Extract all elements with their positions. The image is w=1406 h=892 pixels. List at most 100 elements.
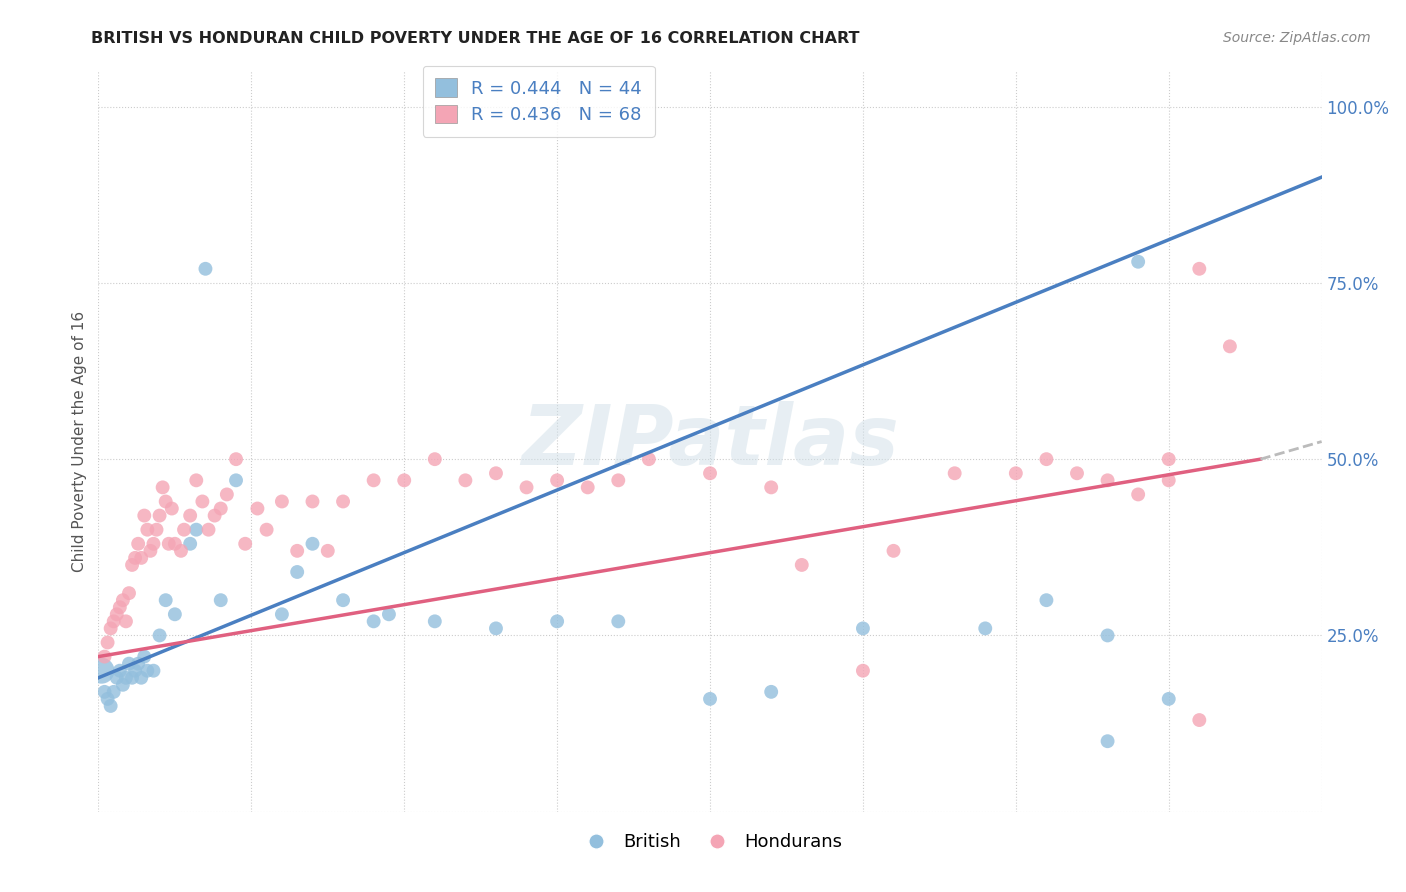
Point (607, 473, 630, 487)
Point (516, 480, 538, 494)
Point (1097, 628, 1119, 642)
Point (1128, 254, 1150, 268)
Point (215, 487, 238, 501)
Point (285, 565, 308, 579)
Point (256, 523, 278, 537)
Point (160, 501, 183, 516)
Point (163, 607, 186, 622)
Point (197, 523, 219, 537)
Point (637, 452, 661, 467)
Point (100, 698, 122, 713)
Point (1066, 467, 1088, 481)
Point (115, 671, 138, 685)
Point (103, 615, 125, 629)
Point (105, 607, 128, 622)
Point (1097, 473, 1119, 487)
Point (1097, 734, 1119, 748)
Text: ZIPatlas: ZIPatlas (522, 401, 898, 482)
Point (124, 550, 146, 565)
Point (301, 494, 323, 508)
Point (142, 537, 165, 551)
Point (699, 692, 721, 706)
Point (93, 685, 115, 699)
Point (124, 664, 146, 678)
Point (1219, 339, 1241, 353)
Point (363, 473, 385, 487)
Point (134, 649, 156, 664)
Point (485, 621, 508, 635)
Point (129, 550, 152, 565)
Point (111, 593, 134, 607)
Point (759, 480, 782, 494)
Point (145, 523, 167, 537)
Point (546, 615, 568, 629)
Text: Source: ZipAtlas.com: Source: ZipAtlas.com (1223, 31, 1371, 45)
Point (883, 544, 905, 558)
Y-axis label: Child Poverty Under the Age of 16: Child Poverty Under the Age of 16 (72, 311, 87, 572)
Point (363, 615, 385, 629)
Point (246, 501, 269, 516)
Point (332, 593, 354, 607)
Point (136, 664, 159, 678)
Text: BRITISH VS HONDURAN CHILD POVERTY UNDER THE AGE OF 16 CORRELATION CHART: BRITISH VS HONDURAN CHILD POVERTY UNDER … (91, 31, 860, 46)
Point (127, 657, 149, 671)
Point (225, 473, 247, 487)
Point (1128, 487, 1150, 501)
Point (607, 615, 630, 629)
Point (209, 501, 232, 516)
Point (423, 452, 446, 467)
Point (186, 473, 208, 487)
Point (97, 635, 120, 649)
Point (1157, 692, 1180, 706)
Point (194, 261, 217, 276)
Point (170, 544, 193, 558)
Point (209, 593, 232, 607)
Point (157, 537, 180, 551)
Point (118, 586, 141, 600)
Point (115, 615, 138, 629)
Point (179, 508, 201, 523)
Point (546, 473, 568, 487)
Point (134, 508, 156, 523)
Point (93, 649, 115, 664)
Point (392, 473, 416, 487)
Point (155, 494, 177, 508)
Point (97, 692, 120, 706)
Point (121, 558, 143, 572)
Point (852, 621, 875, 635)
Point (285, 544, 308, 558)
Point (152, 480, 174, 494)
Point (576, 480, 599, 494)
Point (1035, 452, 1057, 467)
Point (111, 678, 134, 692)
Point (136, 523, 159, 537)
Point (316, 544, 339, 558)
Point (943, 467, 966, 481)
Legend: British, Hondurans: British, Hondurans (571, 826, 849, 858)
Point (1004, 467, 1026, 481)
Point (179, 537, 201, 551)
Point (790, 558, 813, 572)
Point (423, 615, 446, 629)
Point (191, 494, 214, 508)
Point (149, 508, 172, 523)
Point (759, 685, 782, 699)
Point (103, 685, 125, 699)
Point (270, 494, 292, 508)
Point (699, 467, 721, 481)
Point (1035, 593, 1057, 607)
Point (149, 628, 172, 642)
Point (127, 537, 149, 551)
Point (108, 664, 131, 678)
Point (139, 544, 162, 558)
Point (1188, 261, 1211, 276)
Point (454, 473, 477, 487)
Point (90, 664, 112, 678)
Point (332, 494, 354, 508)
Point (225, 452, 247, 467)
Point (1188, 713, 1211, 727)
Point (204, 508, 226, 523)
Point (121, 671, 143, 685)
Point (974, 621, 997, 635)
Point (186, 523, 208, 537)
